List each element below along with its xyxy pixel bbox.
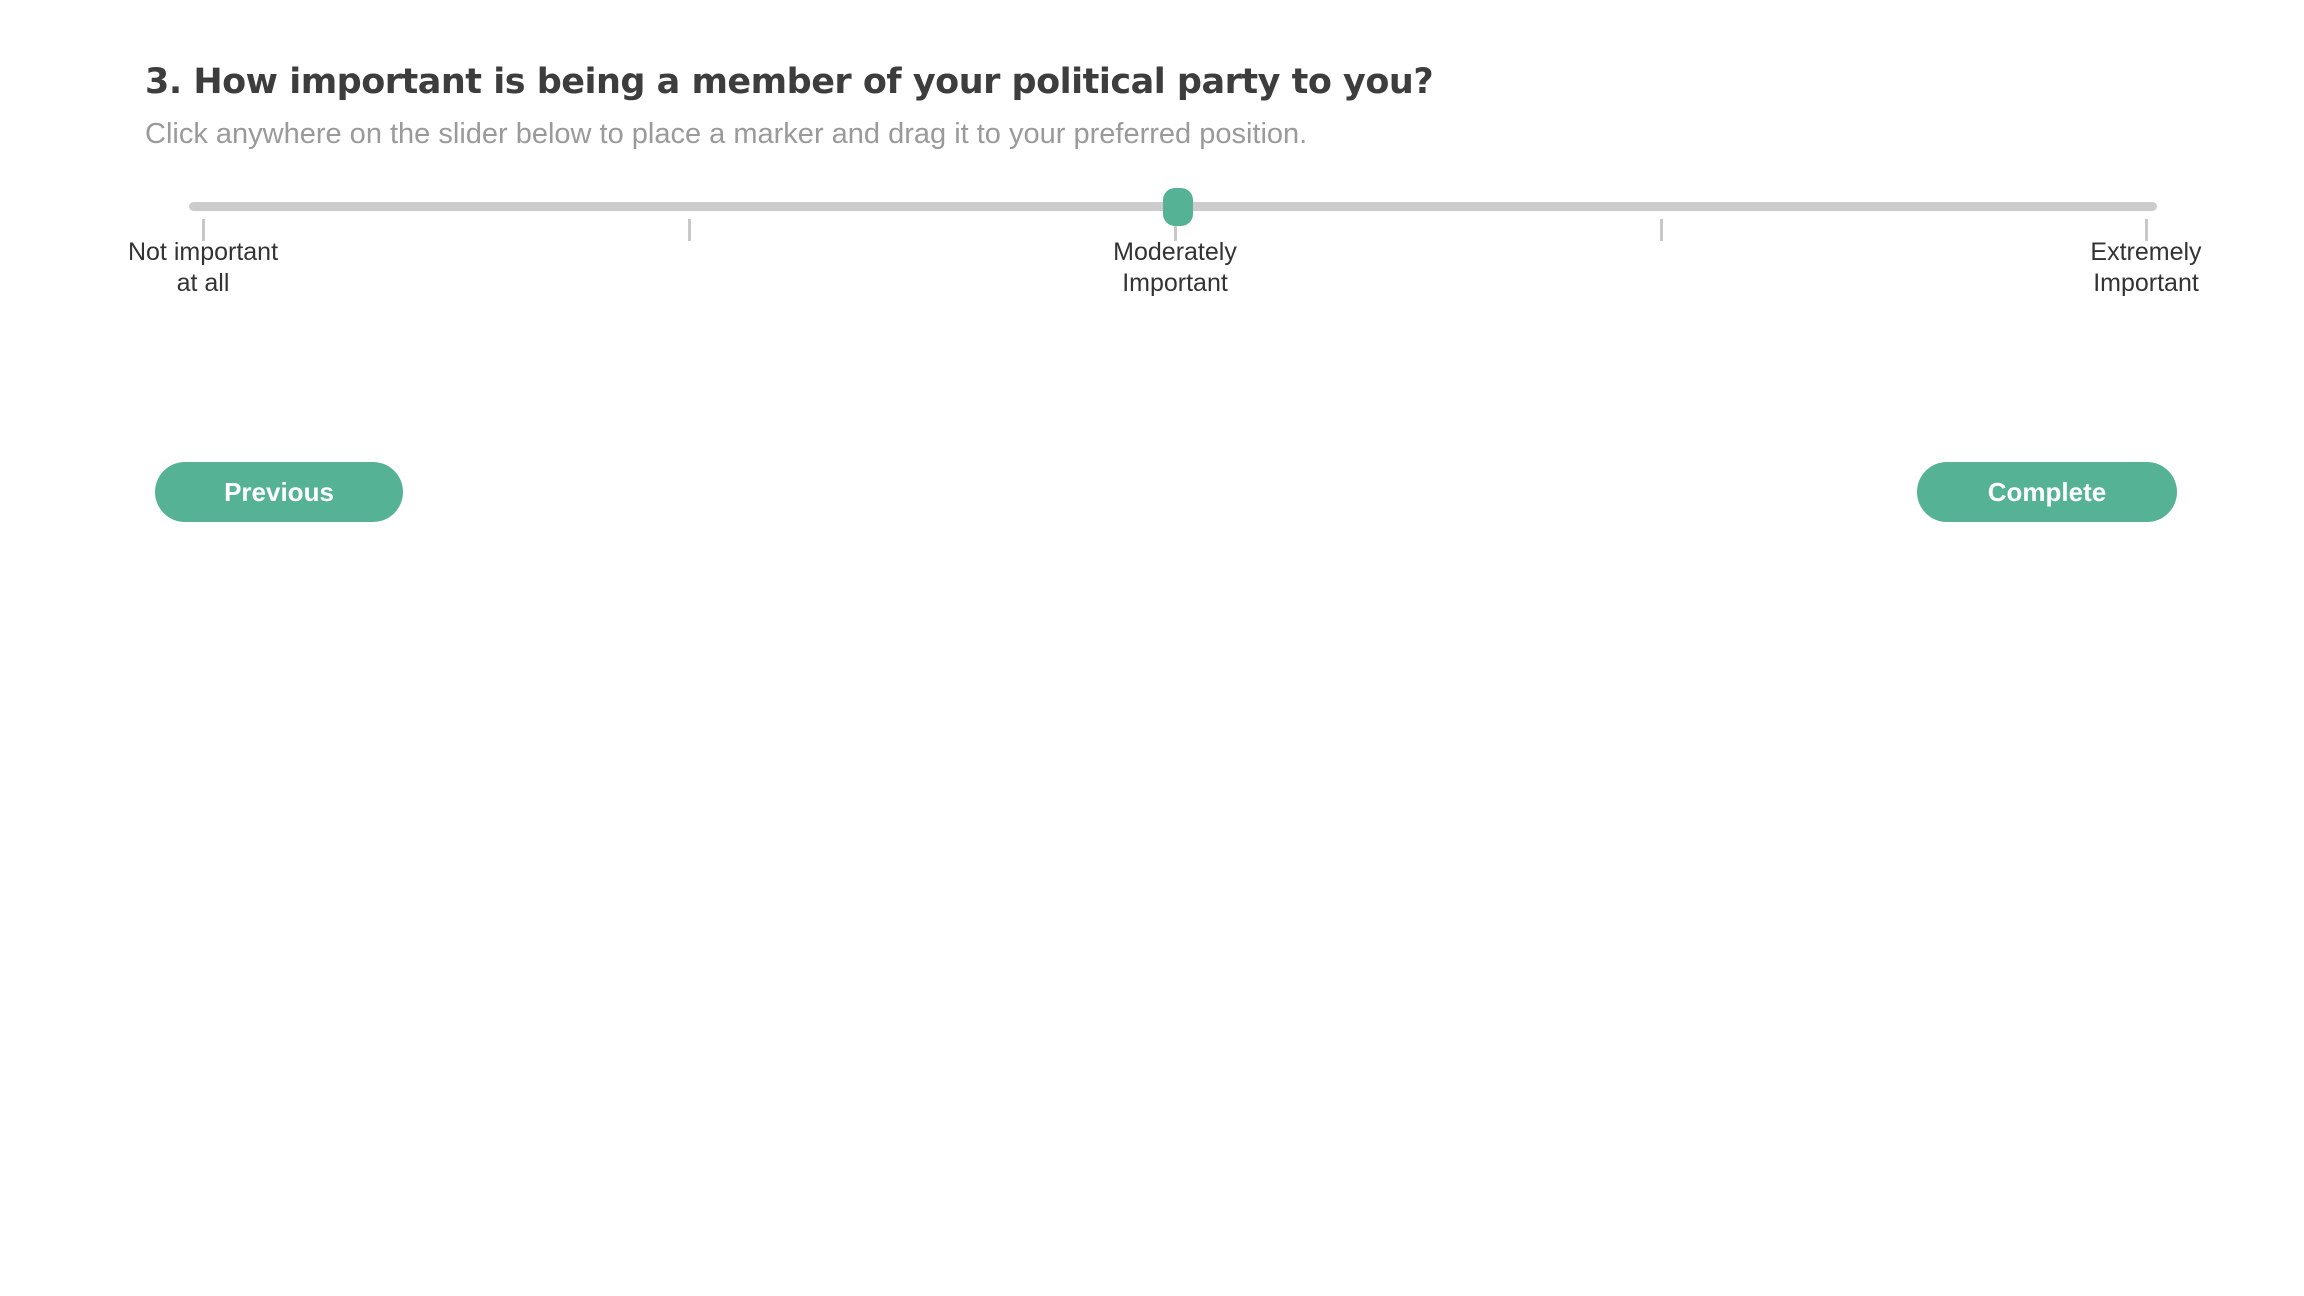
slider-tick	[1173, 219, 1177, 241]
complete-button[interactable]: Complete	[1917, 462, 2177, 522]
importance-slider: Not important at all Moderately Importan…	[0, 0, 2304, 320]
question-title: 3. How important is being a member of yo…	[145, 62, 1434, 102]
slider-label-line: Extremely	[2090, 238, 2202, 266]
slider-label-not-important: Not important at all	[93, 237, 313, 299]
slider-tick	[687, 219, 691, 241]
slider-tick	[1659, 219, 1663, 241]
slider-label-extremely-important: Extremely Important	[2036, 237, 2256, 299]
slider-label-line: Important	[1122, 269, 1228, 297]
slider-label-line: Moderately	[1113, 238, 1237, 266]
slider-label-line: at all	[176, 269, 230, 297]
slider-tick	[201, 219, 205, 241]
slider-tick	[2144, 219, 2148, 241]
slider-label-line: Not important	[127, 238, 279, 266]
slider-label-line: Important	[2093, 269, 2199, 297]
slider-label-moderately-important: Moderately Important	[1065, 237, 1285, 299]
previous-button[interactable]: Previous	[155, 462, 403, 522]
slider-handle[interactable]	[1162, 188, 1193, 226]
question-instructions: Click anywhere on the slider below to pl…	[145, 118, 1308, 150]
